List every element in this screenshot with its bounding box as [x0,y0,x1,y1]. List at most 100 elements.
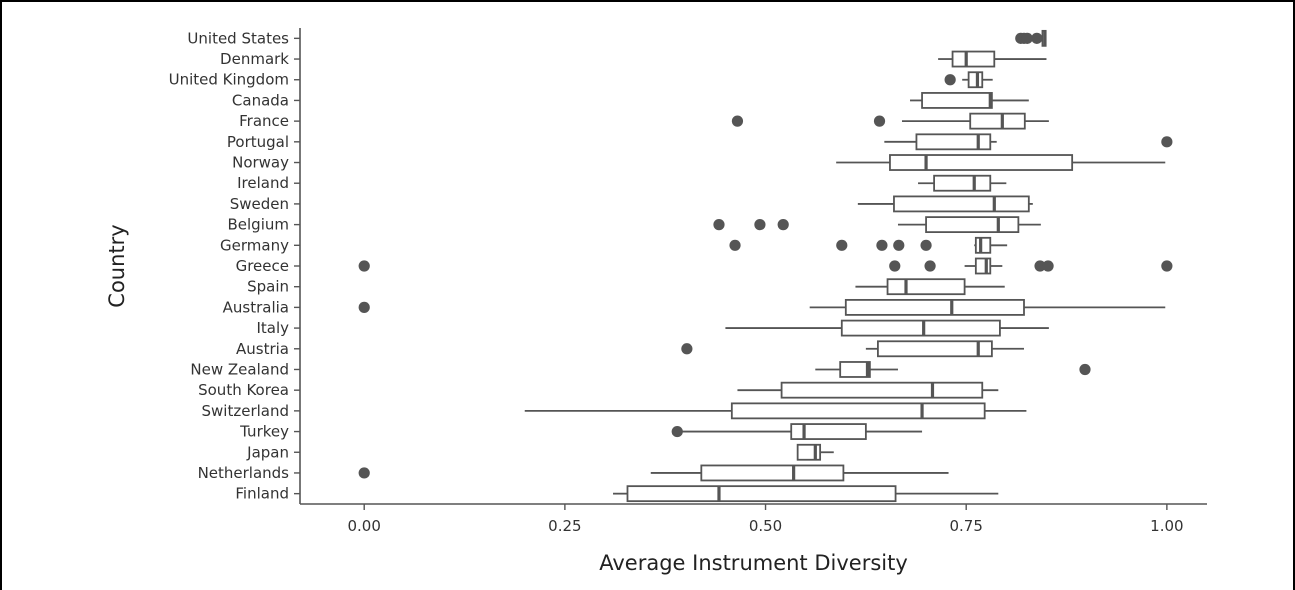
iqr-box [844,298,1025,316]
y-axis-title: Country [105,224,129,307]
iqr-box [969,112,1026,130]
box-netherlands [358,464,949,482]
iqr-box [889,154,1074,171]
iqr-box [974,236,992,254]
x-axis-ticks: 0.00 0.25 0.50 0.75 1.00 [348,504,1184,535]
axes [299,28,1207,505]
iqr-box [915,133,992,151]
iqr-box [951,50,996,68]
y-tick-label: Sweden [230,195,289,213]
y-tick-label: Belgium [228,216,290,234]
box-united-kingdom [944,71,993,89]
boxes [358,29,1173,503]
iqr-box [877,340,993,358]
iqr-box [886,278,966,296]
box-greece [358,257,1173,275]
box-ireland [918,174,1007,192]
outlier-point [358,467,370,479]
outlier-point [1079,363,1091,376]
iqr-box [840,319,1001,337]
outlier-point [777,219,789,231]
y-tick-label: Spain [247,278,289,296]
y-tick-label: Japan [246,443,289,461]
box-sweden [857,195,1033,213]
box-france [731,112,1049,130]
box-austria [681,340,1024,358]
y-tick-label: United States [187,29,289,47]
y-tick-label: Portugal [227,133,289,151]
outlier-point [358,260,370,272]
y-tick-label: Greece [236,257,289,275]
y-tick-label: Australia [223,298,289,316]
y-tick-label: Canada [232,91,289,109]
box-belgium [713,216,1041,234]
y-tick-label: Norway [232,154,289,172]
iqr-box [790,423,867,440]
x-axis-title: Average Instrument Diversity [599,551,908,575]
iqr-box [925,216,1020,234]
y-tick-label: Germany [220,236,289,254]
iqr-box [626,485,897,503]
y-tick-label: Ireland [237,174,289,192]
outlier-point [836,239,848,251]
box-norway [836,154,1166,171]
box-australia [358,298,1166,316]
iqr-box [839,361,871,378]
x-tick-label: 0.00 [348,517,381,535]
outlier-point [920,239,932,251]
box-united-states [1015,29,1047,47]
x-tick-label: 0.25 [548,517,581,535]
box-south-korea [737,381,999,399]
iqr-box [974,257,992,275]
outlier-point [681,343,693,355]
y-tick-label: Italy [256,319,289,337]
box-finland [613,485,999,503]
outlier-point [1161,260,1173,272]
outlier-point [671,425,683,438]
x-tick-label: 0.75 [950,517,983,535]
box-italy [725,319,1049,337]
box-japan [796,443,834,461]
box-switzerland [524,402,1027,420]
y-tick-label: Austria [236,340,289,358]
iqr-box [730,402,986,420]
y-tick-label: Denmark [220,50,289,68]
box-spain [855,278,1005,296]
y-tick-label: France [239,112,289,130]
outlier-point [729,239,741,251]
iqr-box [700,464,845,482]
y-tick-label: South Korea [198,381,289,399]
outlier-point [1021,32,1033,44]
outlier-point [873,115,886,127]
y-tick-label: Turkey [239,423,289,441]
outlier-point [876,239,888,251]
y-tick-label: Finland [235,485,289,503]
y-axis-ticks: United States Denmark United Kingdom Canada… [169,29,300,503]
outlier-point [944,74,956,86]
outlier-point [924,260,936,272]
outlier-point [889,260,901,272]
iqr-box [893,195,1030,213]
iqr-box [933,174,992,192]
outlier-point [754,219,766,231]
box-canada [910,92,1029,109]
box-portugal [884,133,1173,151]
outlier-point [731,115,744,127]
x-tick-label: 0.50 [749,517,782,535]
outlier-point [1161,136,1173,148]
y-tick-label: Switzerland [202,402,290,420]
box-new-zealand [815,361,1091,378]
y-tick-label: Netherlands [198,464,290,482]
outlier-point [713,219,725,231]
box-denmark [938,50,1047,68]
outlier-point [358,301,370,313]
iqr-box [921,92,993,109]
y-tick-label: United Kingdom [169,71,289,89]
box-germany [729,236,1008,254]
box-turkey [671,423,923,440]
outlier-point [1031,32,1043,44]
y-tick-label: New Zealand [190,360,289,378]
outlier-point [1034,260,1046,272]
iqr-box [780,381,984,399]
